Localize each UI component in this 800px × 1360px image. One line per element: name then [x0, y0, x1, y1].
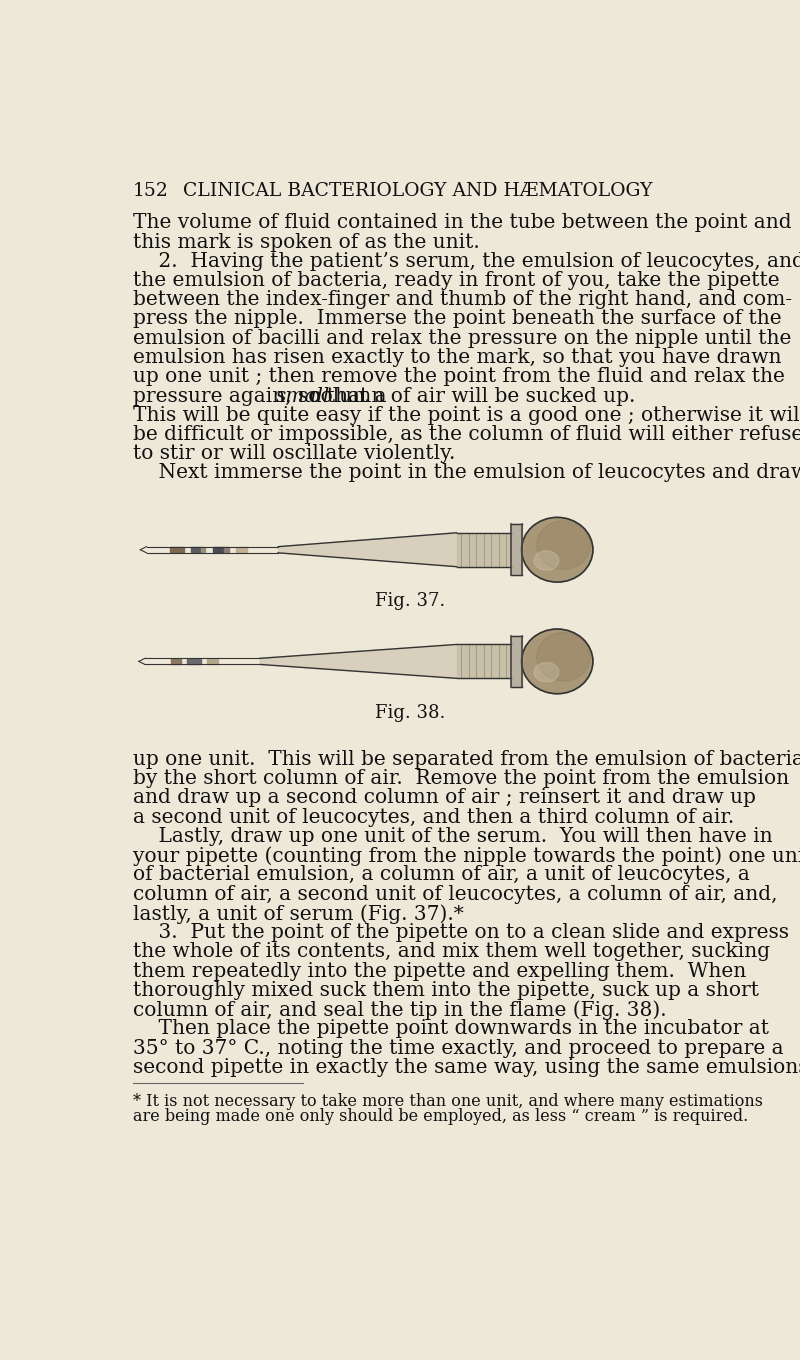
Text: second pipette in exactly the same way, using the same emulsions: second pipette in exactly the same way, … — [133, 1058, 800, 1077]
Bar — [207, 658, 218, 664]
Ellipse shape — [522, 630, 593, 694]
Text: 152: 152 — [133, 182, 169, 200]
Polygon shape — [457, 645, 510, 679]
Bar — [187, 658, 201, 664]
Bar — [213, 547, 224, 552]
Text: Next immerse the point in the emulsion of leucocytes and draw: Next immerse the point in the emulsion o… — [133, 464, 800, 483]
Text: column of air, a second unit of leucocytes, a column of air, and,: column of air, a second unit of leucocyt… — [133, 885, 777, 903]
Polygon shape — [510, 525, 522, 575]
Text: this mark is spoken of as the unit.: this mark is spoken of as the unit. — [133, 233, 479, 252]
Text: lastly, a unit of serum (Fig. 37).*: lastly, a unit of serum (Fig. 37).* — [133, 904, 463, 923]
Text: small: small — [276, 386, 330, 405]
Polygon shape — [261, 645, 457, 679]
Ellipse shape — [522, 517, 593, 582]
Text: CLINICAL BACTERIOLOGY AND HÆMATOLOGY: CLINICAL BACTERIOLOGY AND HÆMATOLOGY — [183, 182, 653, 200]
Text: the emulsion of bacteria, ready in front of you, take the pipette: the emulsion of bacteria, ready in front… — [133, 271, 779, 290]
Text: thoroughly mixed suck them into the pipette, suck up a short: thoroughly mixed suck them into the pipe… — [133, 981, 758, 1000]
Text: to stir or will oscillate violently.: to stir or will oscillate violently. — [133, 445, 455, 464]
Text: between the index-finger and thumb of the right hand, and com-: between the index-finger and thumb of th… — [133, 290, 792, 309]
Ellipse shape — [534, 551, 559, 570]
Text: 3.  Put the point of the pipette on to a clean slide and express: 3. Put the point of the pipette on to a … — [133, 923, 789, 942]
Text: up one unit.  This will be separated from the emulsion of bacteria: up one unit. This will be separated from… — [133, 749, 800, 768]
Bar — [224, 547, 230, 552]
Text: Fig. 37.: Fig. 37. — [375, 592, 445, 611]
Bar — [171, 658, 181, 664]
Ellipse shape — [537, 632, 590, 681]
Text: The volume of fluid contained in the tube between the point and: The volume of fluid contained in the tub… — [133, 214, 791, 233]
Text: 2.  Having the patient’s serum, the emulsion of leucocytes, and: 2. Having the patient’s serum, the emuls… — [133, 252, 800, 271]
Text: up one unit ; then remove the point from the fluid and relax the: up one unit ; then remove the point from… — [133, 367, 785, 386]
Text: the whole of its contents, and mix them well together, sucking: the whole of its contents, and mix them … — [133, 942, 770, 962]
Text: them repeatedly into the pipette and expelling them.  When: them repeatedly into the pipette and exp… — [133, 962, 746, 981]
Text: * It is not necessary to take more than one unit, and where many estimations: * It is not necessary to take more than … — [133, 1092, 762, 1110]
Bar — [201, 547, 206, 552]
Text: are being made one only should be employed, as less “ cream ” is required.: are being made one only should be employ… — [133, 1108, 748, 1125]
Text: column of air will be sucked up.: column of air will be sucked up. — [303, 386, 635, 405]
Text: emulsion has risen exactly to the mark, so that you have drawn: emulsion has risen exactly to the mark, … — [133, 348, 781, 367]
Polygon shape — [510, 636, 522, 687]
Text: emulsion of bacilli and relax the pressure on the nipple until the: emulsion of bacilli and relax the pressu… — [133, 329, 791, 348]
Ellipse shape — [537, 521, 590, 570]
Text: 35° to 37° C., noting the time exactly, and proceed to prepare a: 35° to 37° C., noting the time exactly, … — [133, 1039, 783, 1058]
Text: and draw up a second column of air ; reinsert it and draw up: and draw up a second column of air ; rei… — [133, 789, 755, 808]
Bar — [170, 547, 184, 552]
Text: pressure again, so that a: pressure again, so that a — [133, 386, 393, 405]
Text: column of air, and seal the tip in the flame (Fig. 38).: column of air, and seal the tip in the f… — [133, 1000, 666, 1020]
Text: be difficult or impossible, as the column of fluid will either refuse: be difficult or impossible, as the colum… — [133, 424, 800, 443]
Bar — [191, 547, 201, 552]
Text: press the nipple.  Immerse the point beneath the surface of the: press the nipple. Immerse the point bene… — [133, 310, 781, 329]
Text: your pipette (counting from the nipple towards the point) one unit: your pipette (counting from the nipple t… — [133, 846, 800, 866]
Text: Lastly, draw up one unit of the serum.  You will then have in: Lastly, draw up one unit of the serum. Y… — [133, 827, 772, 846]
Polygon shape — [278, 533, 457, 567]
Text: Fig. 38.: Fig. 38. — [375, 703, 445, 722]
Text: Then place the pipette point downwards in the incubator at: Then place the pipette point downwards i… — [133, 1020, 769, 1039]
Text: of bacterial emulsion, a column of air, a unit of leucocytes, a: of bacterial emulsion, a column of air, … — [133, 865, 750, 884]
Ellipse shape — [534, 662, 559, 681]
Bar — [236, 547, 247, 552]
Text: by the short column of air.  Remove the point from the emulsion: by the short column of air. Remove the p… — [133, 770, 789, 789]
Polygon shape — [457, 533, 510, 567]
Text: This will be quite easy if the point is a good one ; otherwise it will: This will be quite easy if the point is … — [133, 405, 800, 424]
Text: a second unit of leucocytes, and then a third column of air.: a second unit of leucocytes, and then a … — [133, 808, 734, 827]
